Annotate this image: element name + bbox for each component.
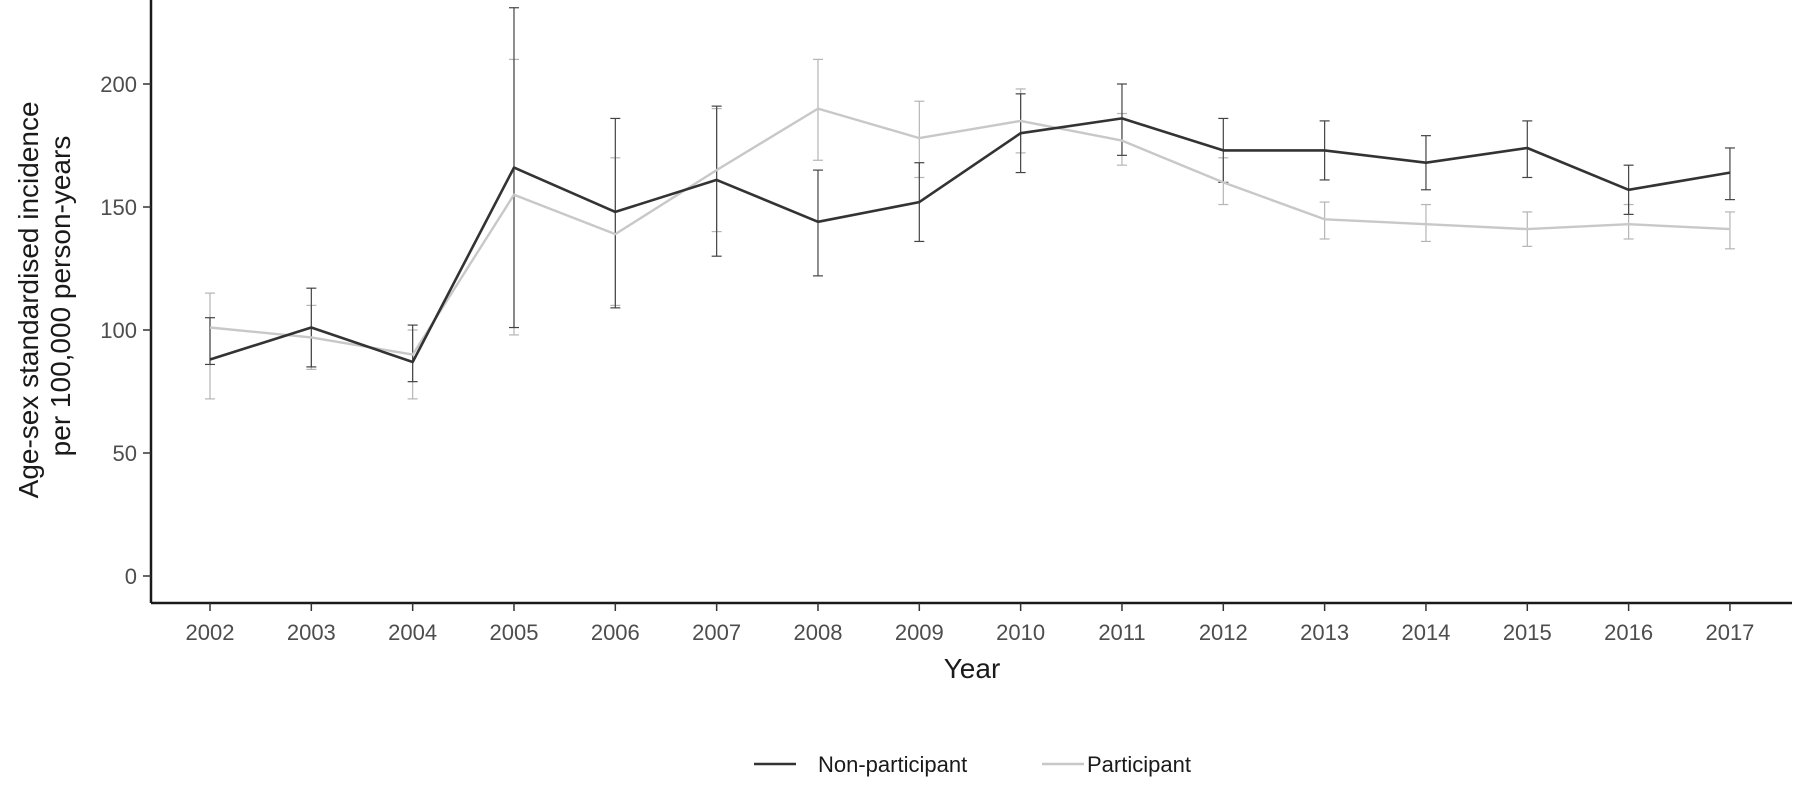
y-tick-label: 0 [125,564,137,589]
series-lines [209,107,1731,364]
x-tick-label: 2002 [186,620,235,645]
error-bars [205,7,1735,400]
y-tick-label: 200 [100,72,137,97]
legend-label: Participant [1087,752,1191,777]
x-axis-title: Year [944,653,1001,684]
x-tick-label: 2003 [287,620,336,645]
x-tick-label: 2014 [1401,620,1450,645]
series-line-non-participant [209,117,1731,364]
y-axis-title: Age-sex standardised incidence per 100,0… [13,94,76,499]
legend: Non-participant Participant [754,752,1191,777]
x-tick-label: 2008 [794,620,843,645]
x-tick-label: 2007 [692,620,741,645]
x-tick-label: 2009 [895,620,944,645]
x-tick-label: 2012 [1199,620,1248,645]
x-tick-label: 2015 [1503,620,1552,645]
error-bar [1319,201,1330,240]
y-tick-label: 100 [100,318,137,343]
legend-label: Non-participant [818,752,967,777]
y-axis-ticks: 0 50 100 150 200 [100,72,151,589]
error-bar [1724,211,1735,250]
x-tick-label: 2017 [1705,620,1754,645]
y-axis-title-line-1: Age-sex standardised incidence [13,101,44,498]
x-tick-label: 2010 [996,620,1045,645]
x-tick-label: 2013 [1300,620,1349,645]
error-bar [1420,203,1431,243]
x-axis-ticks: 2002 2003 2004 2005 2006 2007 2008 2009 2010 2011… [186,603,1754,645]
x-tick-label: 2005 [490,620,539,645]
x-tick-label: 2006 [591,620,640,645]
y-axis-title-line-2: per 100,000 person-years [45,136,76,457]
x-tick-label: 2011 [1098,620,1145,645]
legend-item: Participant [1042,752,1191,777]
axes [149,0,1792,605]
legend-item: Non-participant [754,752,967,777]
series-line-participant [209,107,1731,356]
y-tick-label: 50 [113,441,137,466]
error-bar [205,317,215,366]
y-tick-label: 150 [100,195,137,220]
x-tick-label: 2004 [388,620,437,645]
x-tick-label: 2016 [1604,620,1653,645]
